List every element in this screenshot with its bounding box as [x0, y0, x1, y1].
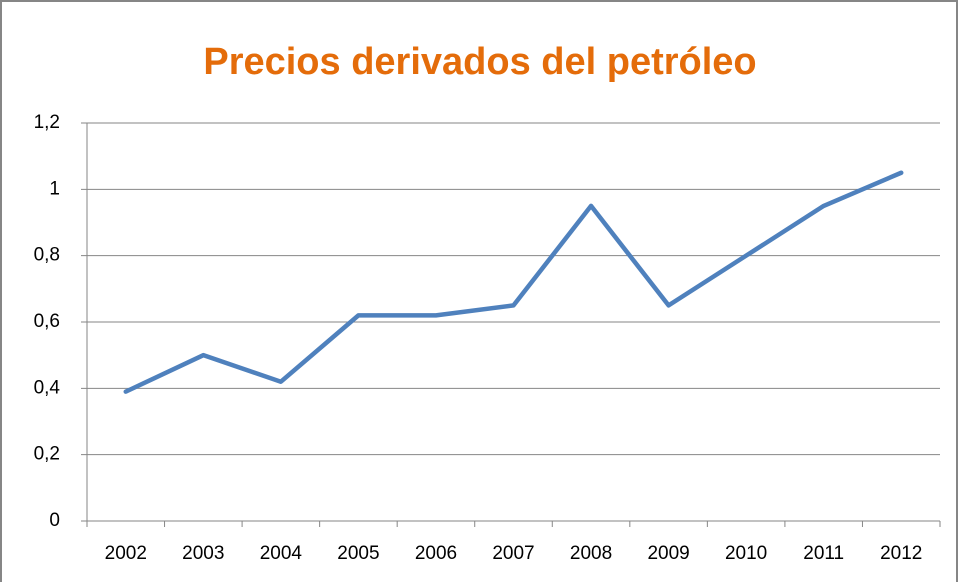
chart-title: Precios derivados del petróleo: [203, 41, 756, 83]
y-tick-label: 0,2: [34, 444, 60, 465]
x-tick-label: 2011: [803, 543, 844, 564]
y-tick-label: 0: [49, 510, 60, 531]
x-tick-label: 2009: [647, 543, 689, 564]
y-tick-label: 1,2: [34, 112, 60, 133]
y-tick-label: 1: [49, 178, 60, 199]
x-tick-label: 2010: [725, 543, 767, 564]
x-tick-label: 2006: [415, 543, 457, 564]
x-tick-label: 2012: [880, 543, 922, 564]
x-tick-label: 2005: [337, 543, 379, 564]
y-tick-label: 0,8: [34, 245, 60, 266]
x-tick-label: 2004: [260, 543, 303, 564]
x-tick-label: 2007: [492, 543, 534, 564]
series-line: [123, 170, 904, 394]
x-tick-label: 2008: [570, 543, 612, 564]
y-tick-label: 0,4: [34, 377, 61, 398]
x-tick-label: 2003: [182, 543, 224, 564]
y-tick-label: 0,6: [34, 311, 60, 332]
x-tick-label: 2002: [105, 543, 147, 564]
